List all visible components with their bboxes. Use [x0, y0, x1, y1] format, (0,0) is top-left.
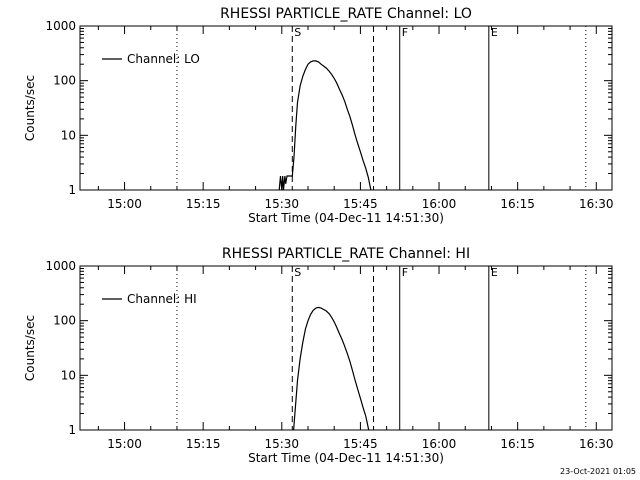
x-tick-label: 15:45	[343, 437, 378, 451]
y-tick-label: 100	[53, 314, 76, 328]
y-tick-label: 10	[61, 128, 76, 142]
x-tick-label: 15:15	[186, 437, 221, 451]
event-marker-label: E	[491, 26, 498, 39]
x-tick-label: 15:15	[186, 197, 221, 211]
legend-entry: Channel: LO	[127, 52, 200, 66]
y-tick-label: 100	[53, 74, 76, 88]
event-marker-label: S	[294, 266, 301, 279]
chart-title: RHESSI PARTICLE_RATE Channel: LO	[220, 6, 472, 22]
x-axis-label: Start Time (04-Dec-11 14:51:30)	[248, 211, 444, 225]
x-tick-label: 16:15	[500, 197, 535, 211]
x-tick-label: 16:00	[422, 437, 457, 451]
plot-frame	[79, 25, 613, 191]
x-tick-label: 15:00	[107, 197, 142, 211]
y-axis-label: Counts/sec	[23, 315, 37, 381]
x-tick-label: 16:15	[500, 437, 535, 451]
x-tick-label: 16:30	[579, 197, 614, 211]
y-tick-label: 1	[68, 423, 76, 437]
y-axis-label: Counts/sec	[23, 75, 37, 141]
plot-frame	[79, 265, 613, 431]
legend-entry: Channel: HI	[127, 292, 197, 306]
event-marker-label: S	[294, 26, 301, 39]
series-line	[293, 306, 370, 431]
event-marker-label: F	[402, 266, 408, 279]
x-tick-label: 16:00	[422, 197, 457, 211]
series-line	[278, 60, 372, 191]
x-tick-label: 15:45	[343, 197, 378, 211]
x-tick-label: 15:30	[264, 197, 299, 211]
event-marker-label: E	[491, 266, 498, 279]
y-tick-label: 10	[61, 368, 76, 382]
y-tick-label: 1000	[45, 259, 76, 273]
x-tick-label: 15:30	[264, 437, 299, 451]
event-marker-label: F	[402, 26, 408, 39]
x-axis-label: Start Time (04-Dec-11 14:51:30)	[248, 451, 444, 465]
generated-timestamp: 23-Oct-2021 01:05	[560, 467, 636, 476]
chart-title: RHESSI PARTICLE_RATE Channel: HI	[222, 246, 470, 262]
x-tick-label: 15:00	[107, 437, 142, 451]
x-tick-label: 16:30	[579, 437, 614, 451]
y-tick-label: 1000	[45, 19, 76, 33]
y-tick-label: 1	[68, 183, 76, 197]
